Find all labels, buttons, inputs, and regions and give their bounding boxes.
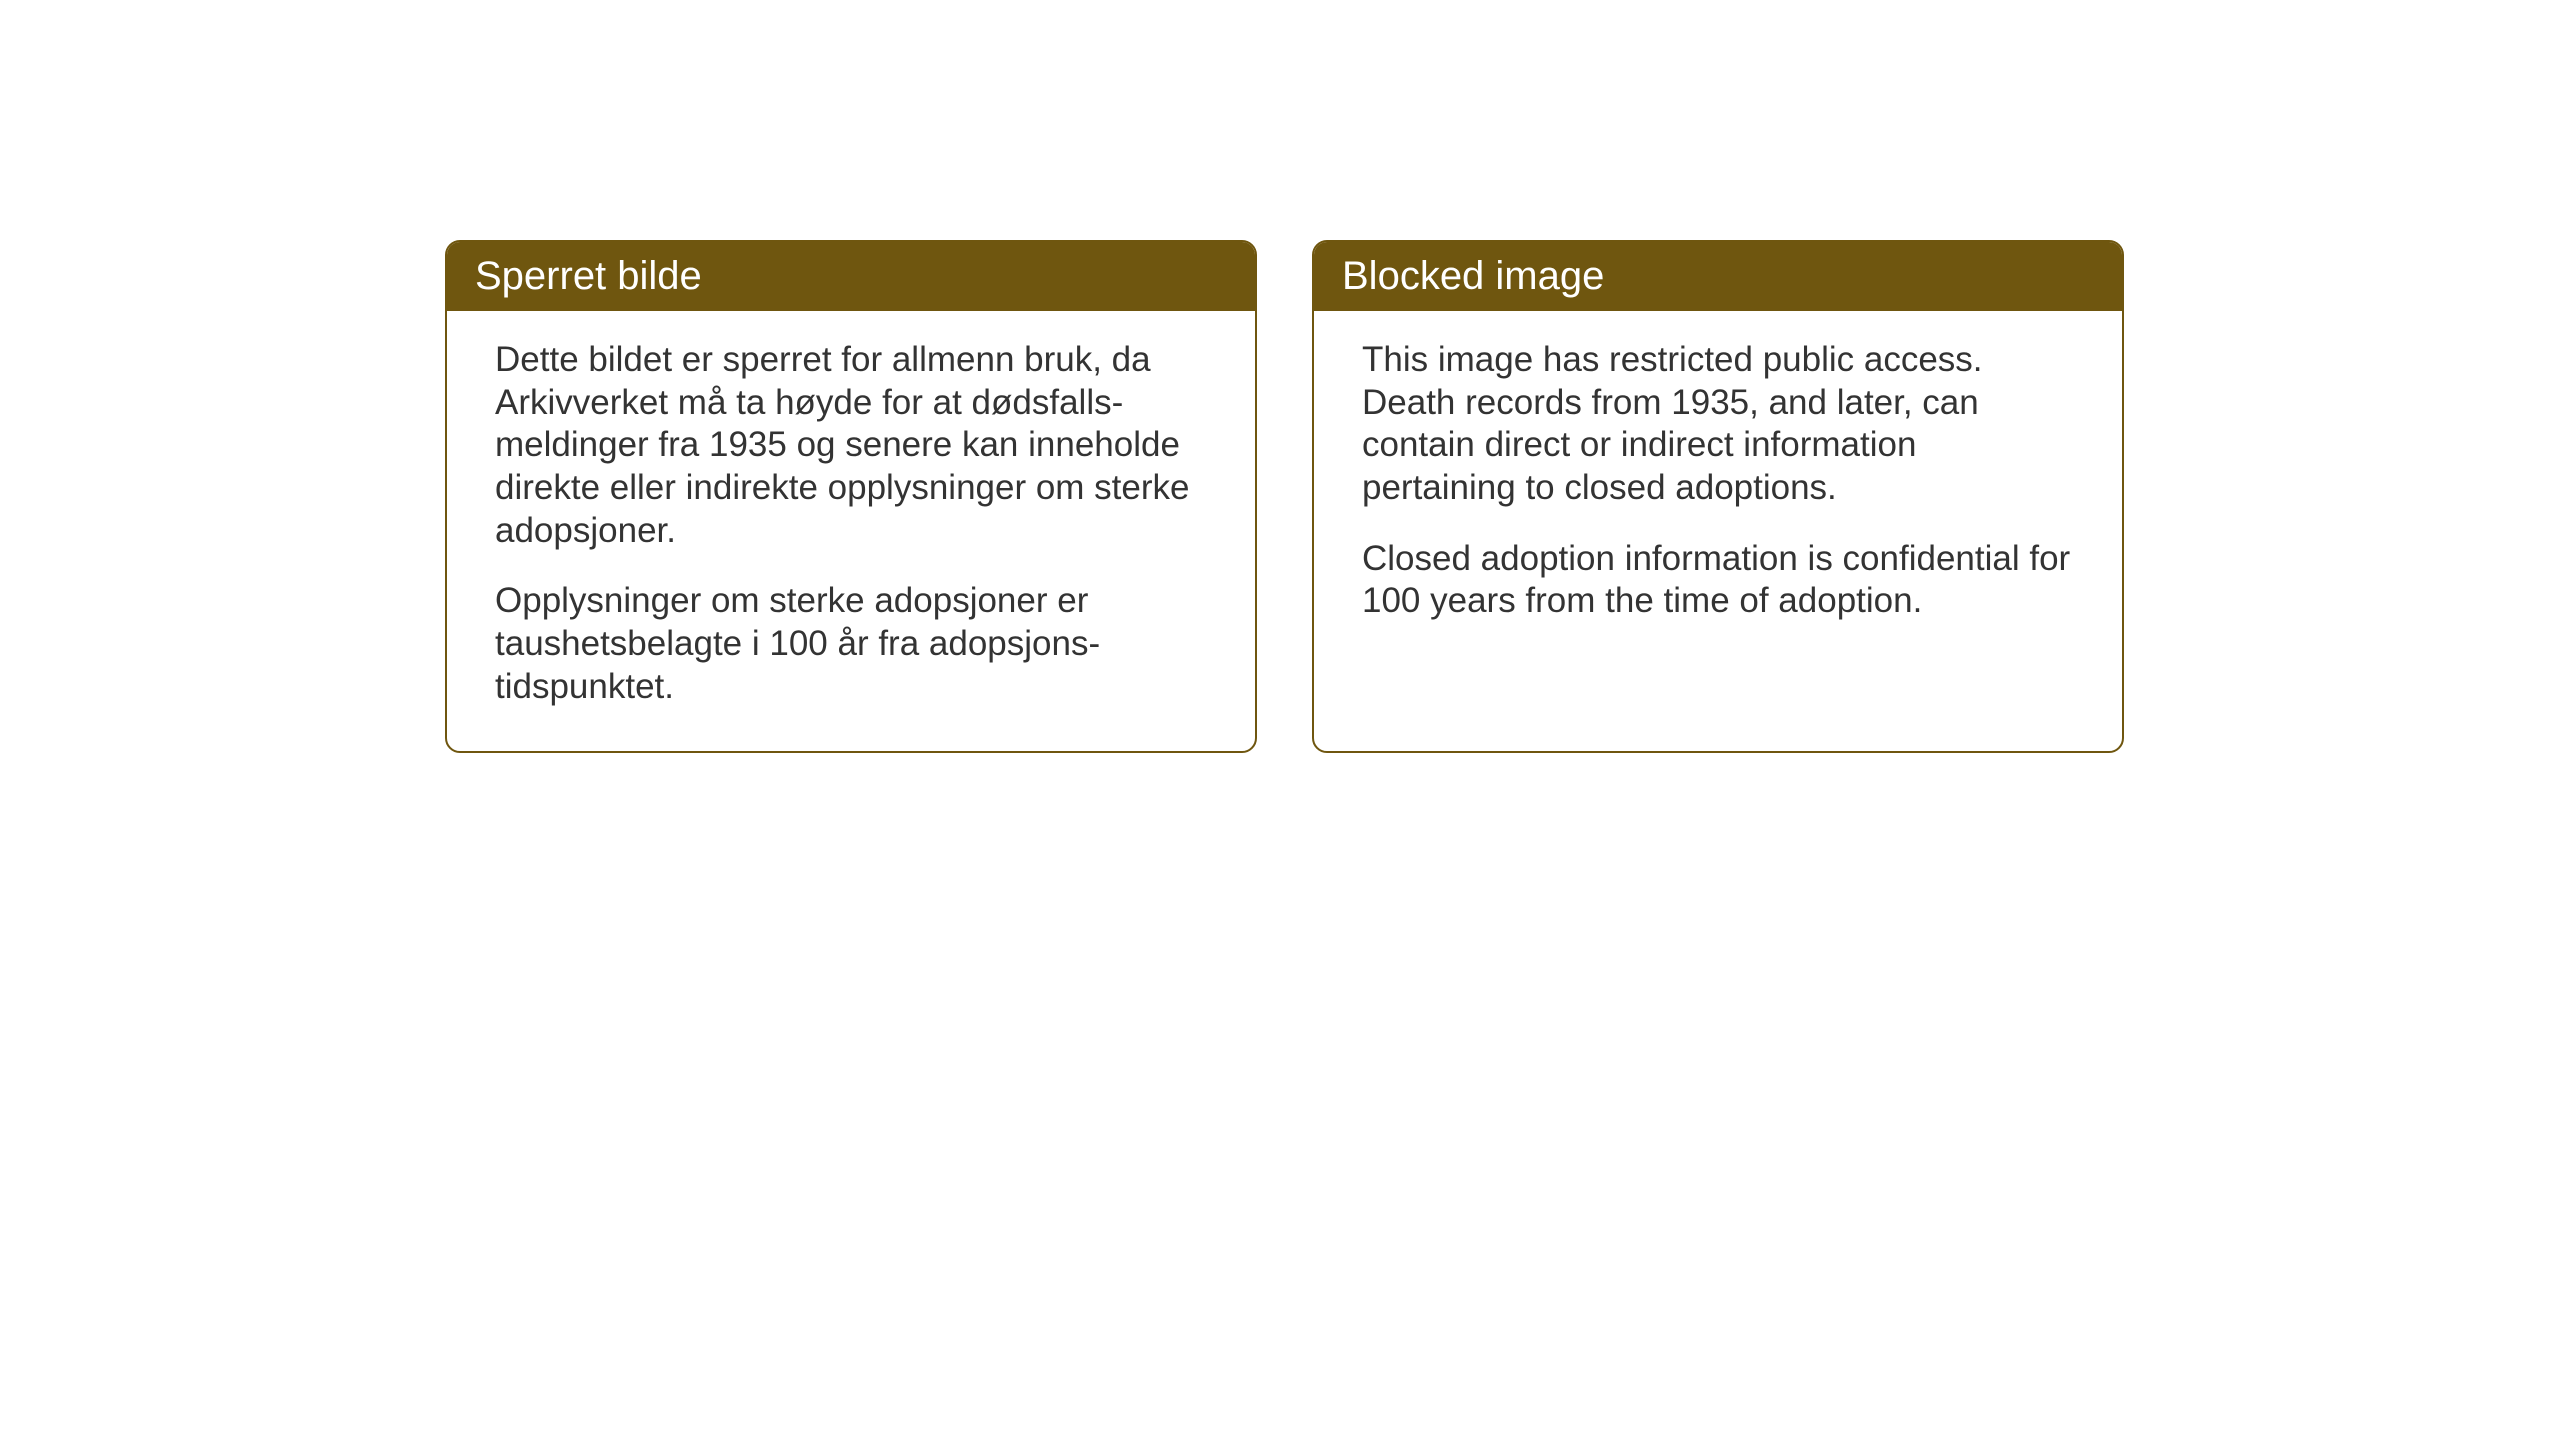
notice-card-english: Blocked image This image has restricted … bbox=[1312, 240, 2124, 753]
card-title-norwegian: Sperret bilde bbox=[475, 254, 702, 298]
card-paragraph-2-english: Closed adoption information is confident… bbox=[1362, 538, 2074, 623]
notice-card-norwegian: Sperret bilde Dette bildet er sperret fo… bbox=[445, 240, 1257, 753]
card-header-english: Blocked image bbox=[1314, 242, 2122, 311]
card-body-norwegian: Dette bildet er sperret for allmenn bruk… bbox=[447, 311, 1255, 751]
card-paragraph-2-norwegian: Opplysninger om sterke adopsjoner er tau… bbox=[495, 580, 1207, 708]
notice-cards-container: Sperret bilde Dette bildet er sperret fo… bbox=[445, 240, 2124, 753]
card-body-english: This image has restricted public access.… bbox=[1314, 311, 2122, 665]
card-paragraph-1-english: This image has restricted public access.… bbox=[1362, 339, 2074, 510]
card-header-norwegian: Sperret bilde bbox=[447, 242, 1255, 311]
card-paragraph-1-norwegian: Dette bildet er sperret for allmenn bruk… bbox=[495, 339, 1207, 552]
card-title-english: Blocked image bbox=[1342, 254, 1604, 298]
